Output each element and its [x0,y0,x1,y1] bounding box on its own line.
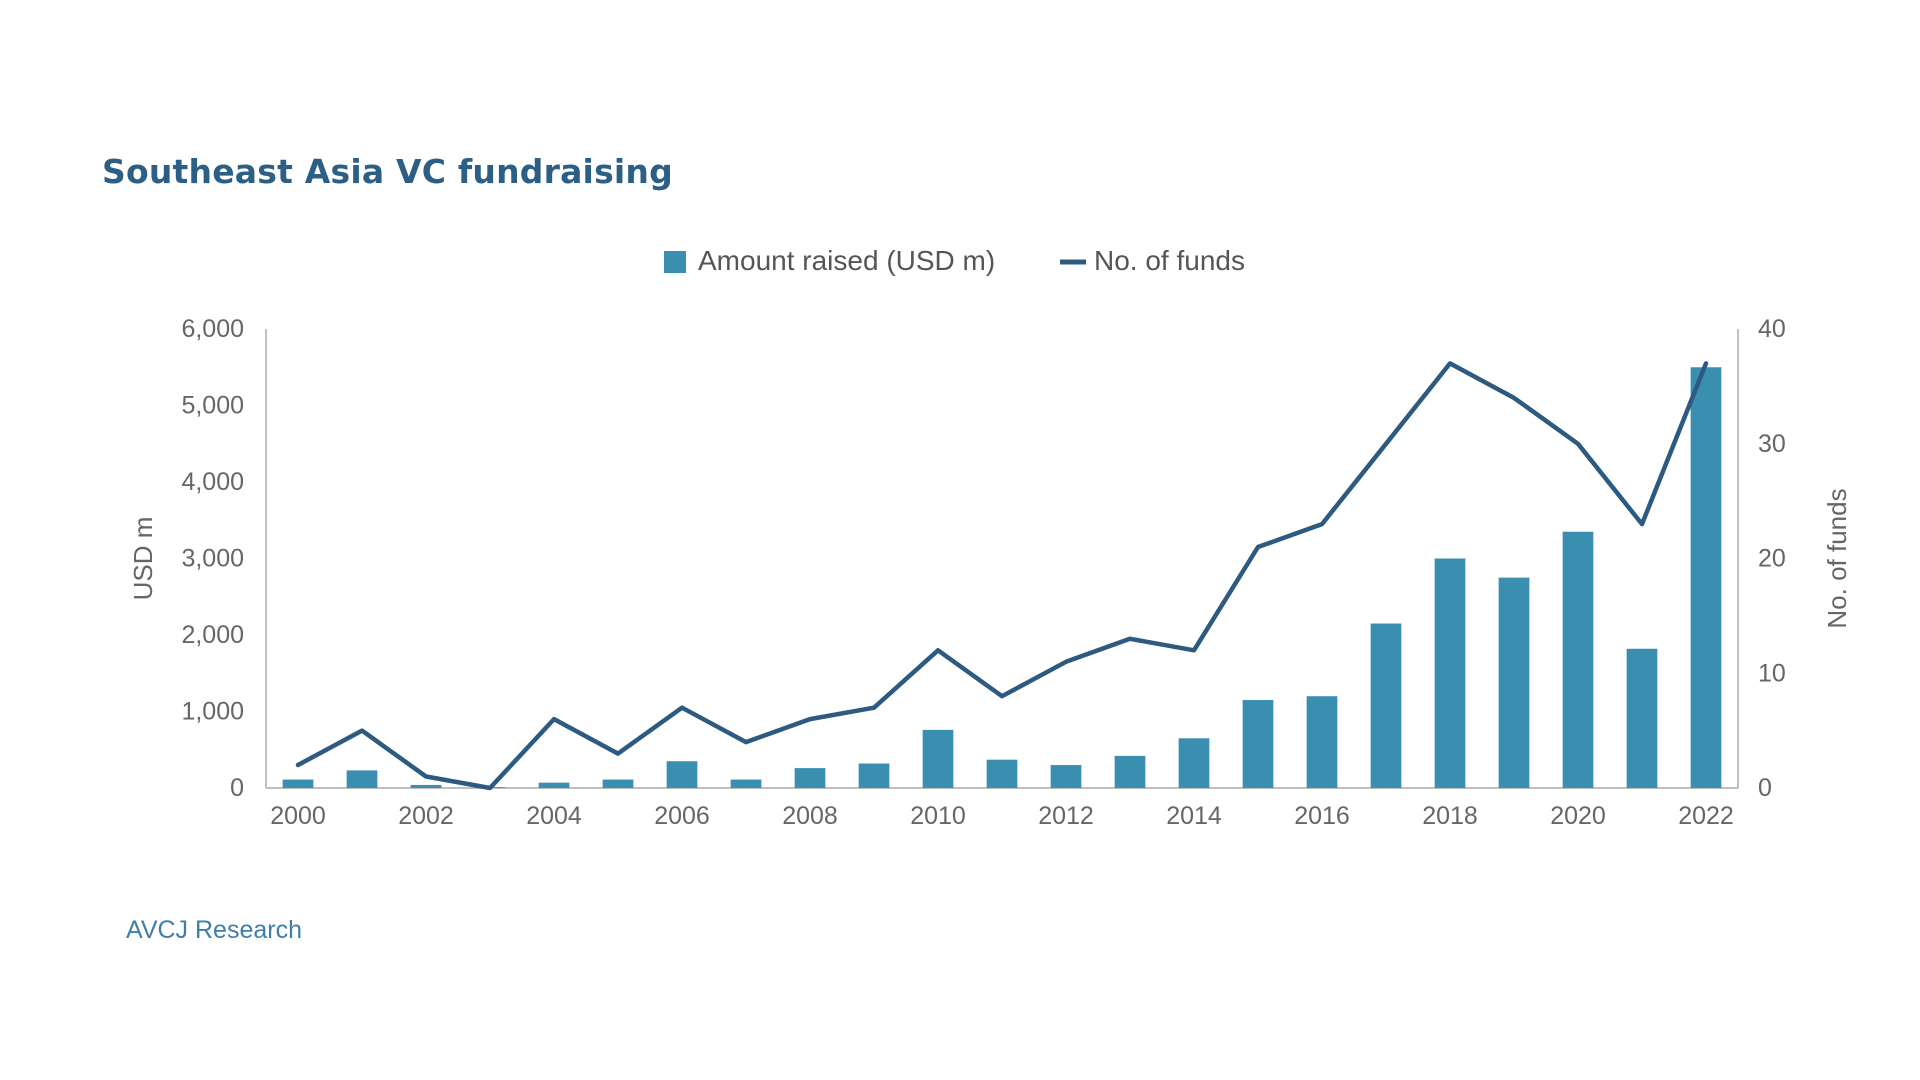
bar [986,759,1018,788]
x-tick-label: 2018 [1422,802,1478,830]
y2-axis-title: No. of funds [1822,488,1852,628]
x-tick-label: 2002 [398,802,454,830]
y-tick-label: 0 [230,774,244,802]
bar [538,782,570,788]
y2-tick-label: 30 [1758,430,1786,458]
bar [922,729,954,788]
bar [666,761,698,788]
bar [1178,738,1210,788]
source-note: AVCJ Research [126,916,302,944]
bar [282,779,314,788]
x-tick-label: 2012 [1038,802,1094,830]
bar [1562,531,1594,788]
x-tick-label: 2020 [1550,802,1606,830]
y-tick-label: 2,000 [181,621,244,649]
y-tick-label: 4,000 [181,468,244,496]
y2-tick-label: 10 [1758,659,1786,687]
chart-title: Southeast Asia VC fundraising [102,152,673,191]
bar [858,763,890,788]
x-tick-label: 2006 [654,802,710,830]
x-tick-label: 2000 [270,802,326,830]
x-tick-label: 2016 [1294,802,1350,830]
bar [794,768,826,788]
bar [730,779,762,788]
legend-label-funds: No. of funds [1094,245,1245,276]
bar [1050,765,1082,788]
axes: 0 1,000 2,000 3,000 4,000 5,000 6,000 0 10 20 30 40… [181,315,1785,830]
legend-swatch-amount [664,251,686,273]
y-axis-title: USD m [128,517,158,601]
bar [346,770,378,788]
y-tick-label: 6,000 [181,315,244,343]
x-tick-label: 2008 [782,802,838,830]
bar [1306,696,1338,788]
x-tick-label: 2014 [1166,802,1222,830]
legend: Amount raised (USD m) No. of funds [664,245,1245,276]
bar [602,779,634,788]
bar [1370,623,1402,788]
x-tick-label: 2004 [526,802,582,830]
bar [410,784,442,788]
bar [1114,755,1146,788]
x-tick-label: 2022 [1678,802,1734,830]
bar [1690,367,1722,788]
x-tick-label: 2010 [910,802,966,830]
y2-tick-label: 20 [1758,545,1786,573]
bar [1434,558,1466,788]
series-line-funds [295,361,1709,791]
line-series [295,361,1709,791]
bar [1498,577,1530,788]
y-tick-label: 1,000 [181,698,244,726]
bar [1626,648,1658,788]
bar-series [282,367,1722,788]
y-tick-label: 3,000 [181,545,244,573]
legend-label-amount: Amount raised (USD m) [698,245,995,276]
y2-tick-label: 40 [1758,315,1786,343]
y-tick-label: 5,000 [181,392,244,420]
bar [1242,700,1274,788]
y2-tick-label: 0 [1758,774,1772,802]
